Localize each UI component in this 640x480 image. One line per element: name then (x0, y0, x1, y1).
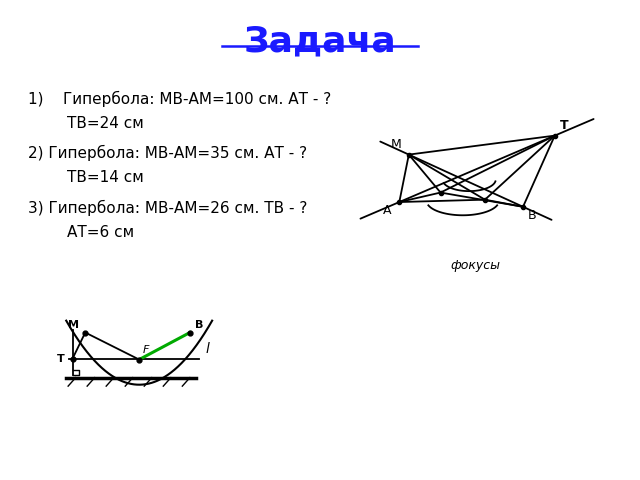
Text: l: l (206, 342, 210, 356)
Text: B: B (528, 209, 537, 222)
Text: 3) Гипербола: МВ-АМ=26 см. ТВ - ?: 3) Гипербола: МВ-АМ=26 см. ТВ - ? (28, 200, 308, 216)
Text: A: A (383, 204, 392, 217)
Text: фокусы: фокусы (451, 259, 500, 272)
Text: T: T (57, 354, 65, 364)
Text: F: F (142, 345, 148, 355)
Text: 1)    Гипербола: МВ-АМ=100 см. АТ - ?: 1) Гипербола: МВ-АМ=100 см. АТ - ? (28, 91, 332, 107)
Text: B: B (195, 320, 204, 330)
Text: M: M (68, 320, 79, 330)
Text: M: M (390, 138, 401, 151)
Text: ТВ=14 см: ТВ=14 см (28, 170, 144, 185)
Text: ТВ=24 см: ТВ=24 см (28, 116, 144, 131)
Text: АТ=6 см: АТ=6 см (28, 225, 134, 240)
Text: T: T (560, 119, 568, 132)
Text: 2) Гипербола: МВ-АМ=35 см. АТ - ?: 2) Гипербола: МВ-АМ=35 см. АТ - ? (28, 145, 307, 161)
Text: Задача: Задача (244, 24, 396, 58)
